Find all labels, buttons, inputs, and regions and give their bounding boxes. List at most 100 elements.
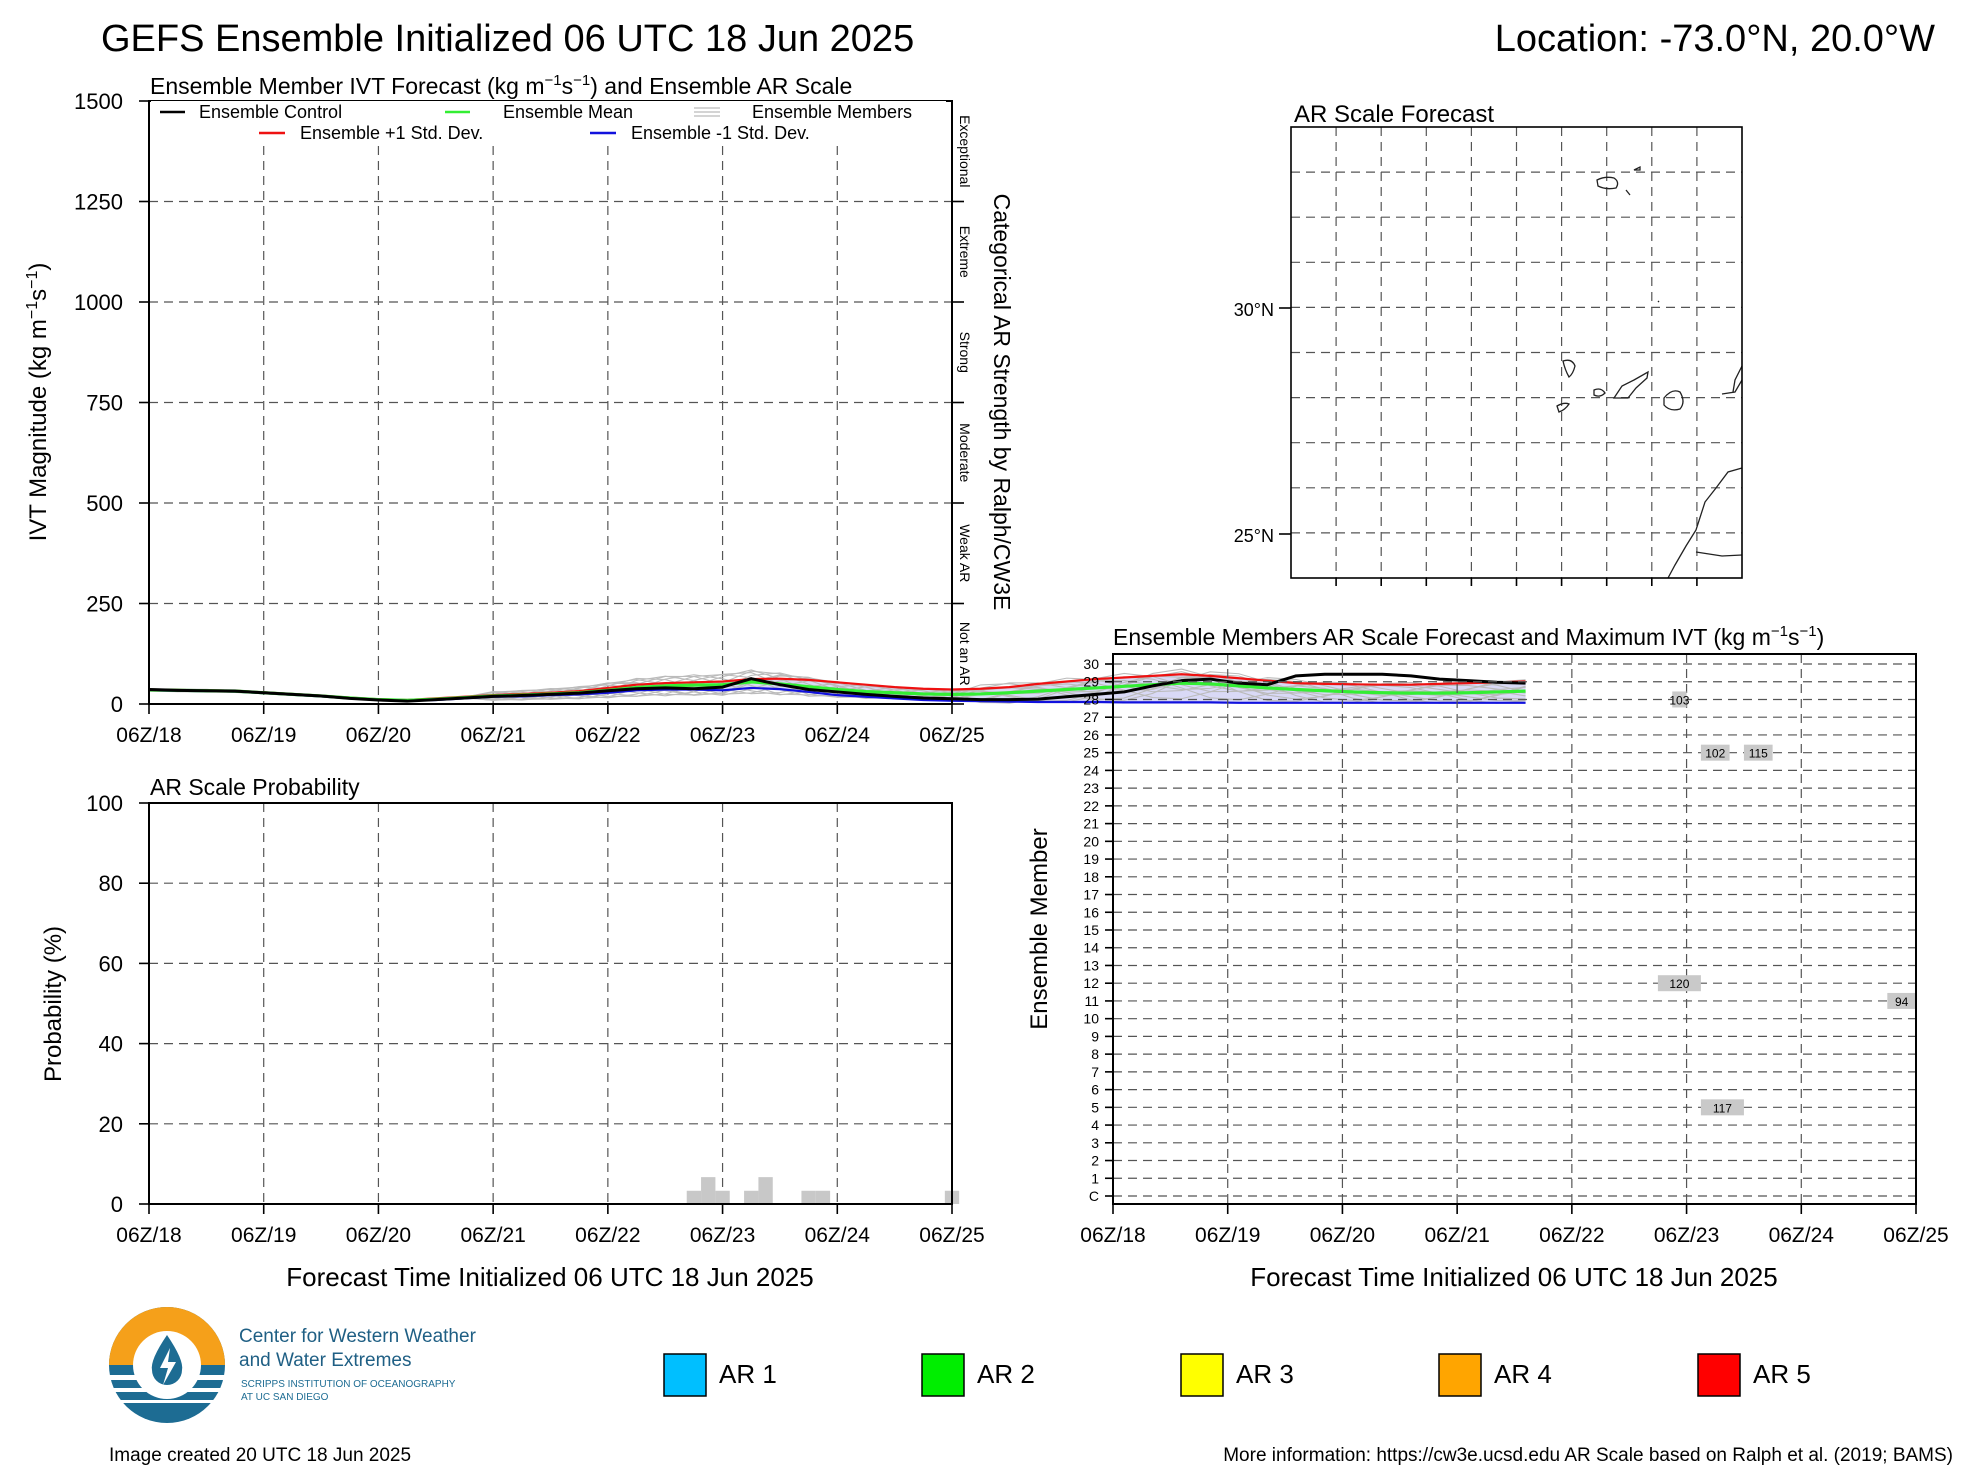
- members-plot-frame: [1112, 653, 1917, 1205]
- members-ar-entry: [1657, 975, 1701, 992]
- ivt-y-tick-label: 1500: [74, 89, 123, 114]
- probability-x-tick-label: 06Z/20: [346, 1224, 411, 1247]
- probability-gridlines: [149, 803, 952, 1204]
- members-row-label: 25: [1083, 745, 1099, 761]
- members-ar-entries: 103 102 115 120 94 117: [1657, 691, 1916, 1116]
- probability-y-label: Probability (%): [40, 926, 67, 1082]
- members-row-label: 1: [1091, 1170, 1099, 1186]
- ar-legend-swatch: [921, 1353, 965, 1397]
- members-row-label: 18: [1083, 869, 1099, 885]
- members-row-label: 17: [1083, 887, 1099, 903]
- ivt-gridlines: [149, 101, 952, 704]
- ar-legend-label: AR 1: [719, 1359, 777, 1389]
- members-ar-entry-value: 94: [1895, 995, 1909, 1009]
- ar-legend-swatch: [1438, 1353, 1482, 1397]
- legend-label-minus: Ensemble -1 Std. Dev.: [631, 123, 810, 143]
- map-gridlines: [1291, 127, 1742, 586]
- ivt-legend-box: [151, 101, 946, 145]
- members-row-label: 24: [1083, 762, 1099, 778]
- location-label: Location: -73.0°N, 20.0°W: [1495, 18, 1935, 60]
- ivt-category-label: Weak AR: [957, 524, 973, 582]
- ar-legend-swatch: [663, 1353, 707, 1397]
- legend-label-members: Ensemble Members: [752, 102, 912, 122]
- figure-title: GEFS Ensemble Initialized 06 UTC 18 Jun …: [101, 18, 914, 60]
- members-row-label: 19: [1083, 851, 1099, 867]
- ivt-y-tick-label: 1250: [74, 190, 123, 215]
- probability-y-tick-label: 20: [99, 1112, 123, 1137]
- ivt-category-label: Moderate: [957, 423, 973, 482]
- ivt-x-tick-label: 06Z/25: [919, 724, 984, 747]
- coast-savage-islands: [1657, 300, 1660, 303]
- ivt-y-tick-label: 750: [86, 391, 123, 416]
- logo-wave-2: [109, 1388, 225, 1392]
- members-row-label: 9: [1091, 1028, 1099, 1044]
- ivt-x-tick-label: 06Z/19: [231, 724, 296, 747]
- members-row-label: 2: [1091, 1153, 1099, 1169]
- members-ar-entry: [1700, 744, 1730, 761]
- probability-y-axis: 0 20 40 60 80 100: [86, 791, 149, 1217]
- map-panel-title: AR Scale Forecast: [1294, 101, 1494, 128]
- ivt-category-axis: Not an AR Weak AR Moderate Strong Extreme Exc…: [952, 115, 973, 705]
- ar-legend-swatch: [1180, 1353, 1224, 1397]
- ar-legend-label: AR 5: [1753, 1359, 1811, 1389]
- legend-label-mean: Ensemble Mean: [503, 102, 633, 122]
- coast-fuerteventura: [1721, 379, 1743, 395]
- members-row-label: 3: [1091, 1135, 1099, 1151]
- members-gridlines: [1113, 654, 1916, 1204]
- logo-wave-3: [109, 1400, 225, 1403]
- coast-western-sahara: [1695, 551, 1743, 557]
- ivt-category-label: Exceptional: [957, 115, 973, 187]
- ivt-x-tick-label: 06Z/23: [690, 724, 755, 747]
- ivt-right-axis-label: Categorical AR Strength by Ralph/CW3E: [989, 194, 1015, 611]
- members-ar-entry-value: 115: [1749, 747, 1768, 761]
- probability-plot-frame: [148, 802, 953, 1205]
- logo-line-2: and Water Extremes: [239, 1350, 411, 1371]
- footer-more-info: More information: https://cw3e.ucsd.edu …: [1223, 1445, 1953, 1466]
- probability-bar: [815, 1190, 831, 1204]
- probability-bar: [686, 1190, 702, 1204]
- members-ar-entry: [1672, 691, 1687, 708]
- members-row-label: 30: [1083, 656, 1099, 672]
- coast-africa: [1667, 467, 1743, 579]
- members-row-label: 6: [1091, 1082, 1099, 1098]
- coast-gran-canaria: [1663, 390, 1684, 411]
- members-row-label: 14: [1083, 940, 1099, 956]
- members-row-label: 15: [1083, 922, 1099, 938]
- probability-y-tick-label: 80: [99, 871, 123, 896]
- members-ar-entry: [1700, 1099, 1744, 1116]
- logo-bolt-icon: [160, 1348, 176, 1385]
- members-x-tick-label: 06Z/23: [1654, 1224, 1719, 1247]
- ivt-y-tick-label: 500: [86, 491, 123, 516]
- probability-bar: [701, 1177, 716, 1204]
- map-plot-frame: [1290, 126, 1743, 579]
- ivt-y-tick-label: 0: [111, 692, 123, 717]
- coast-la-palma: [1562, 359, 1576, 378]
- members-y-axis: C123456789101112131415161718192021222324…: [1083, 656, 1113, 1204]
- coast-desertas: [1625, 189, 1631, 196]
- coast-la-gomera: [1593, 388, 1606, 397]
- probability-x-axis: 06Z/18 06Z/19 06Z/20 06Z/21 06Z/22 06Z/23 06Z/…: [116, 1204, 985, 1247]
- members-x-tick-label: 06Z/19: [1195, 1224, 1260, 1247]
- probability-x-tick-label: 06Z/22: [575, 1224, 640, 1247]
- members-x-tick-label: 06Z/24: [1769, 1224, 1835, 1247]
- ivt-y-tick-label: 1000: [74, 290, 123, 315]
- probability-x-tick-label: 06Z/21: [460, 1224, 525, 1247]
- cw3e-logo: Center for Western Weather and Water Ext…: [109, 1307, 477, 1423]
- coast-el-hierro: [1556, 402, 1570, 413]
- members-panel-title: Ensemble Members AR Scale Forecast and M…: [1113, 623, 1824, 650]
- members-row-label: 21: [1083, 816, 1099, 832]
- probability-panel: AR Scale Probability 0 20 40 60 80 100 06Z/18…: [40, 774, 985, 1292]
- members-row-label: 4: [1091, 1117, 1099, 1133]
- members-x-axis: 06Z/18 06Z/19 06Z/20 06Z/21 06Z/22 06Z/23 06Z/…: [1080, 1204, 1949, 1247]
- ivt-x-tick-label: 06Z/24: [805, 724, 871, 747]
- ivt-category-label: Strong: [957, 332, 973, 373]
- ar-legend-label: AR 4: [1494, 1359, 1552, 1389]
- probability-x-tick-label: 06Z/25: [919, 1224, 984, 1247]
- members-ar-entry-value: 120: [1669, 977, 1689, 991]
- ivt-line-control: [148, 672, 1526, 703]
- ivt-x-axis: 06Z/18 06Z/19 06Z/20 06Z/21 06Z/22 06Z/23 06Z/…: [116, 704, 985, 747]
- members-row-label: 13: [1083, 957, 1099, 973]
- ivt-y-label: IVT Magnitude (kg m−1s−1): [24, 263, 52, 542]
- members-y-label: Ensemble Member: [1026, 828, 1053, 1029]
- logo-line-4: AT UC SAN DIEGO: [241, 1392, 329, 1403]
